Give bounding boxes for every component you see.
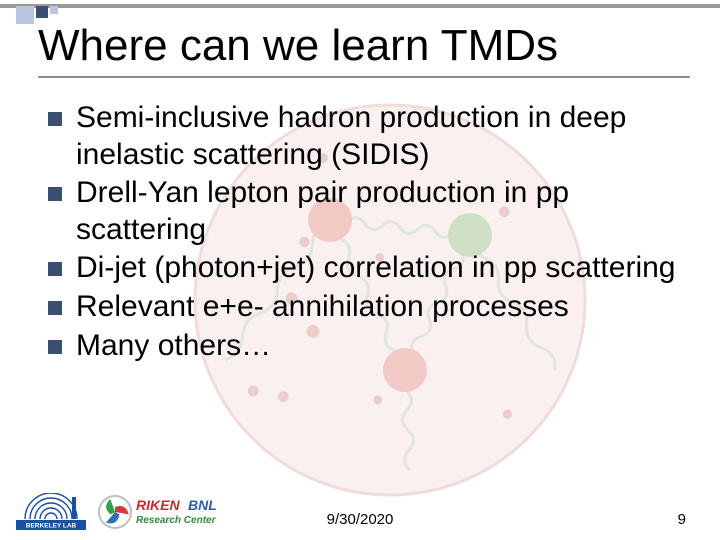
bullet-marker-icon (48, 262, 62, 276)
bullet-text: Di-jet (photon+jet) correlation in pp sc… (76, 250, 675, 287)
bullet-item: Di-jet (photon+jet) correlation in pp sc… (48, 250, 682, 287)
footer-logos: BERKELEY LAB RIKEN BNL Research Center (0, 493, 246, 531)
bullet-text: Semi-inclusive hadron production in deep… (76, 100, 682, 173)
title-underline (38, 76, 690, 78)
bullet-marker-icon (48, 112, 62, 126)
svg-text:BNL: BNL (188, 497, 217, 513)
riken-bnl-logo: RIKEN BNL Research Center (96, 493, 246, 531)
bullet-text: Drell-Yan lepton pair production in pp s… (76, 175, 682, 248)
svg-text:Research Center: Research Center (136, 515, 217, 526)
bullet-item: Semi-inclusive hadron production in deep… (48, 100, 682, 173)
footer-date: 9/30/2020 (327, 511, 394, 528)
berkeley-lab-logo: BERKELEY LAB (14, 493, 88, 531)
footer: BERKELEY LAB RIKEN BNL Research Center 9/3… (0, 490, 720, 534)
bullet-marker-icon (48, 340, 62, 354)
footer-page-number: 9 (678, 511, 686, 528)
bullet-list: Semi-inclusive hadron production in deep… (48, 100, 682, 366)
svg-text:BERKELEY LAB: BERKELEY LAB (26, 523, 77, 530)
bullet-text: Relevant e+e- annihilation processes (76, 289, 569, 326)
bullet-item: Many others… (48, 328, 682, 365)
top-border-bar (0, 4, 720, 8)
slide-title: Where can we learn TMDs (38, 22, 690, 76)
bullet-item: Relevant e+e- annihilation processes (48, 289, 682, 326)
svg-text:RIKEN: RIKEN (136, 497, 180, 513)
bullet-marker-icon (48, 187, 62, 201)
bullet-item: Drell-Yan lepton pair production in pp s… (48, 175, 682, 248)
bullet-marker-icon (48, 301, 62, 315)
bullet-text: Many others… (76, 328, 271, 365)
